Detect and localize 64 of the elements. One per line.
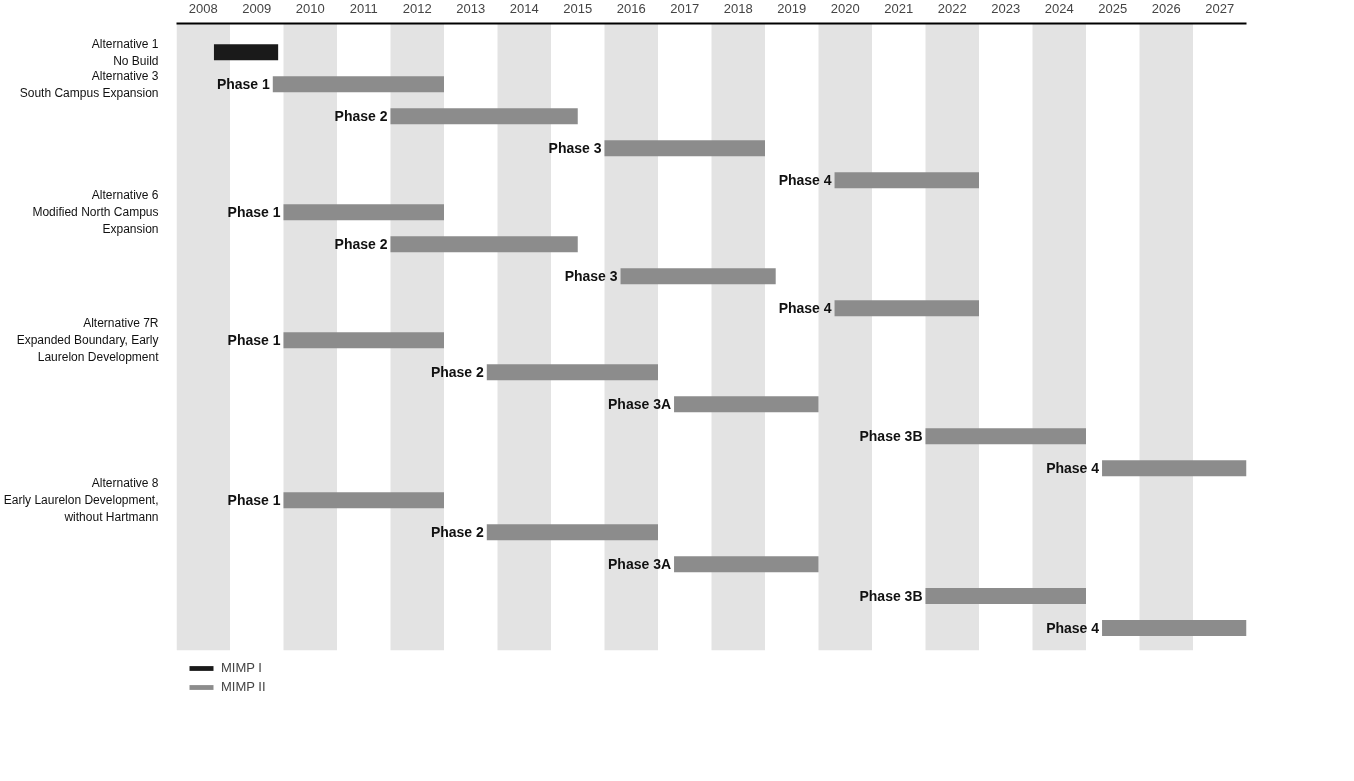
- legend-label: MIMP II: [221, 679, 266, 694]
- x-tick-label: 2019: [777, 0, 807, 16]
- data-label: Phase 2: [334, 108, 388, 125]
- data-label: Phase 3A: [608, 556, 672, 573]
- x-tick-label: 2008: [188, 0, 218, 16]
- data-label: Phase 3B: [859, 588, 923, 605]
- bar: [486, 364, 658, 381]
- x-tick-label: 2026: [1151, 0, 1181, 16]
- data-label: Phase 1: [227, 204, 281, 221]
- data-label: Phase 1: [227, 332, 281, 349]
- x-tick-label: 2020: [830, 0, 860, 16]
- x-tick-label: 2023: [991, 0, 1021, 16]
- y-tick-label: Alternative 3 South Campus Expansion: [19, 68, 159, 100]
- data-label: Phase 2: [334, 236, 388, 253]
- bar: [620, 268, 776, 285]
- bar: [604, 140, 765, 157]
- bar: [213, 44, 279, 61]
- data-label: Phase 4: [778, 172, 832, 189]
- bar: [674, 556, 819, 573]
- x-tick-label: 2016: [616, 0, 646, 16]
- bar: [390, 236, 578, 253]
- x-tick-label: 2012: [402, 0, 432, 16]
- bar: [925, 588, 1086, 605]
- data-label: Phase 3A: [608, 396, 672, 413]
- data-label: Phase 1: [216, 76, 271, 93]
- bar: [283, 204, 444, 221]
- bar: [925, 428, 1086, 445]
- data-label: Phase 3B: [859, 428, 923, 445]
- data-label: Phase 2: [430, 364, 485, 381]
- data-label: Phase 1: [227, 492, 281, 509]
- data-label: Phase 4: [1046, 460, 1100, 477]
- bar: [674, 396, 819, 413]
- bar: [1102, 460, 1247, 477]
- x-tick-label: 2021: [884, 0, 914, 16]
- bar: [283, 332, 444, 349]
- x-tick-label: 2009: [242, 0, 272, 16]
- x-tick-label: 2013: [456, 0, 486, 16]
- data-label: Phase 4: [778, 300, 832, 317]
- y-tick-label: Alternative 8 Early Laurelon Development, without Hartmann: [3, 476, 159, 524]
- data-label: Phase 3: [548, 140, 602, 157]
- bar: [834, 172, 979, 189]
- data-label: Phase 2: [430, 524, 485, 541]
- y-tick-label: Alternative 1 No Build: [91, 36, 159, 68]
- x-tick-label: 2018: [723, 0, 753, 16]
- x-tick-label: 2015: [563, 0, 593, 16]
- data-label: Phase 4: [1046, 620, 1100, 637]
- y-tick-label: Alternative 6 Modified North Campus Expansion: [32, 188, 159, 237]
- bar: [834, 300, 979, 317]
- x-tick-label: 2014: [509, 0, 539, 16]
- bar: [1102, 620, 1247, 637]
- x-tick-label: 2010: [295, 0, 325, 16]
- x-tick-label: 2011: [349, 0, 378, 16]
- x-tick-label: 2017: [670, 0, 700, 16]
- bar: [390, 108, 578, 125]
- legend-label: MIMP I: [221, 660, 262, 675]
- bar: [272, 76, 444, 93]
- x-tick-label: 2027: [1205, 0, 1235, 16]
- x-tick-label: 2024: [1044, 0, 1074, 16]
- x-tick-label: 2022: [937, 0, 967, 16]
- data-label: Phase 3: [564, 268, 618, 285]
- bar: [283, 492, 444, 509]
- y-tick-label: Alternative 7R Expanded Boundary, Early Laurelon Development: [16, 316, 160, 364]
- bar: [486, 524, 658, 541]
- x-tick-label: 2025: [1098, 0, 1128, 16]
